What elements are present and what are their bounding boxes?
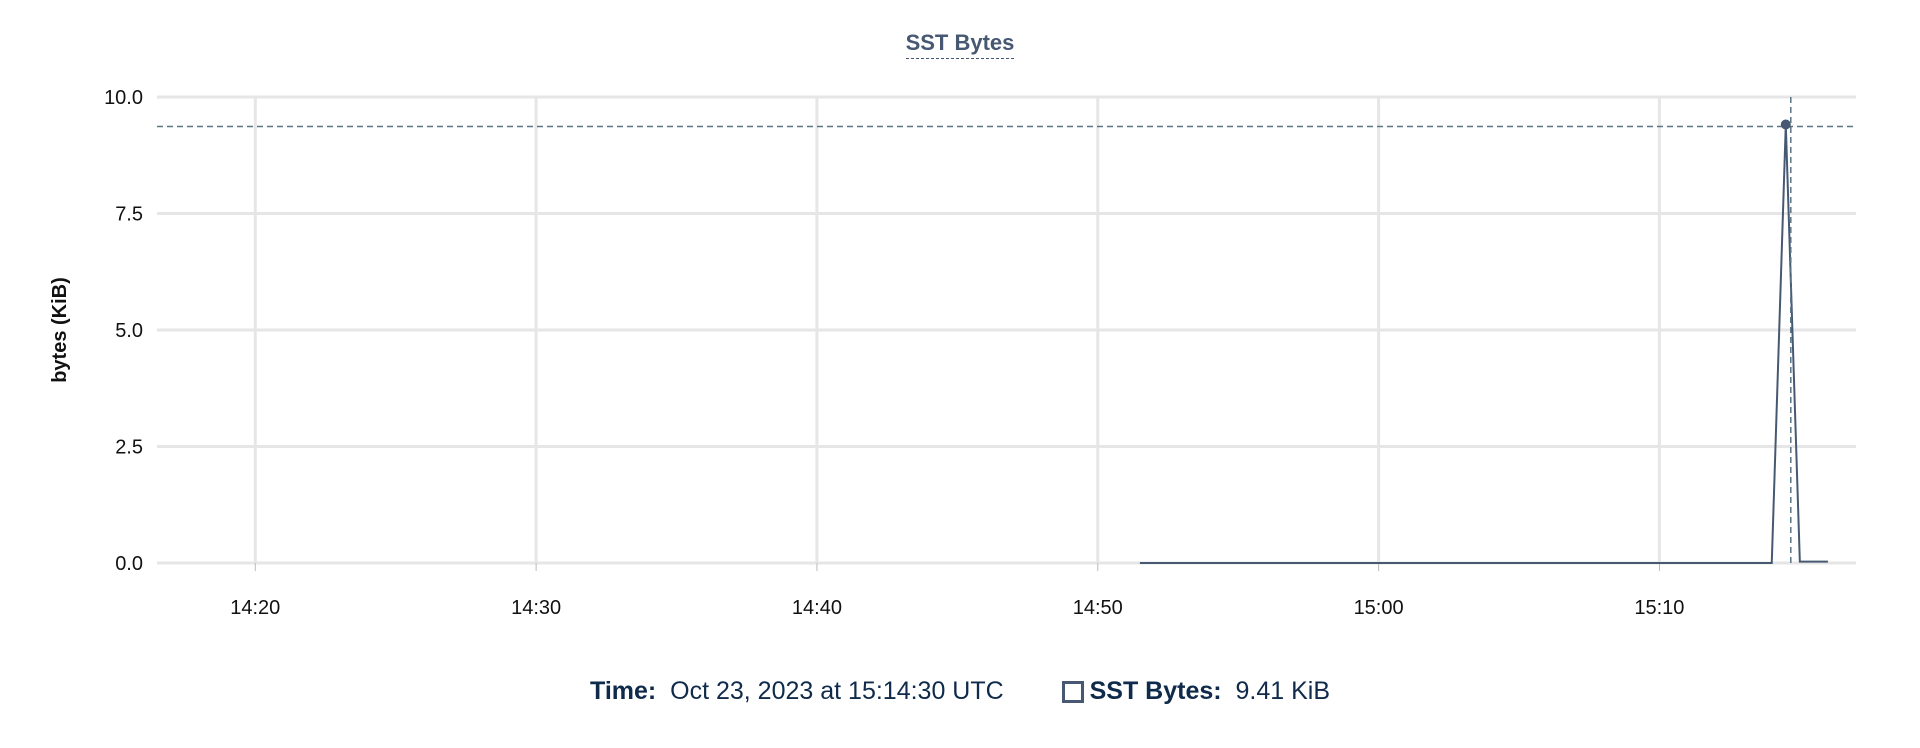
y-tick-label: 2.5: [115, 437, 143, 459]
hover-legend: Time: Oct 23, 2023 at 15:14:30 UTC SST B…: [0, 677, 1920, 706]
hover-point: [1780, 119, 1791, 130]
series-value: 9.41 KiB: [1235, 677, 1330, 705]
chart-title[interactable]: SST Bytes: [0, 30, 1920, 59]
chart-title-text: SST Bytes: [905, 30, 1015, 59]
x-tick-label: 15:10: [1634, 597, 1684, 619]
y-tick-label: 10.0: [104, 87, 143, 109]
y-tick-label: 7.5: [115, 204, 143, 226]
y-tick-label: 0.0: [115, 553, 143, 575]
y-tick-label: 5.0: [115, 320, 143, 342]
y-axis-label: bytes (KiB): [49, 277, 71, 383]
series-label: SST Bytes:: [1089, 677, 1222, 705]
x-tick-label: 14:50: [1073, 597, 1123, 619]
x-tick-label: 14:40: [792, 597, 842, 619]
series-line: [1139, 124, 1828, 564]
time-label: Time:: [590, 677, 657, 705]
x-tick-label: 14:30: [511, 597, 561, 619]
x-tick-label: 14:20: [230, 597, 280, 619]
series-swatch-icon[interactable]: [1061, 681, 1084, 703]
x-tick-label: 15:00: [1354, 597, 1404, 619]
time-value: Oct 23, 2023 at 15:14:30 UTC: [670, 677, 1004, 705]
